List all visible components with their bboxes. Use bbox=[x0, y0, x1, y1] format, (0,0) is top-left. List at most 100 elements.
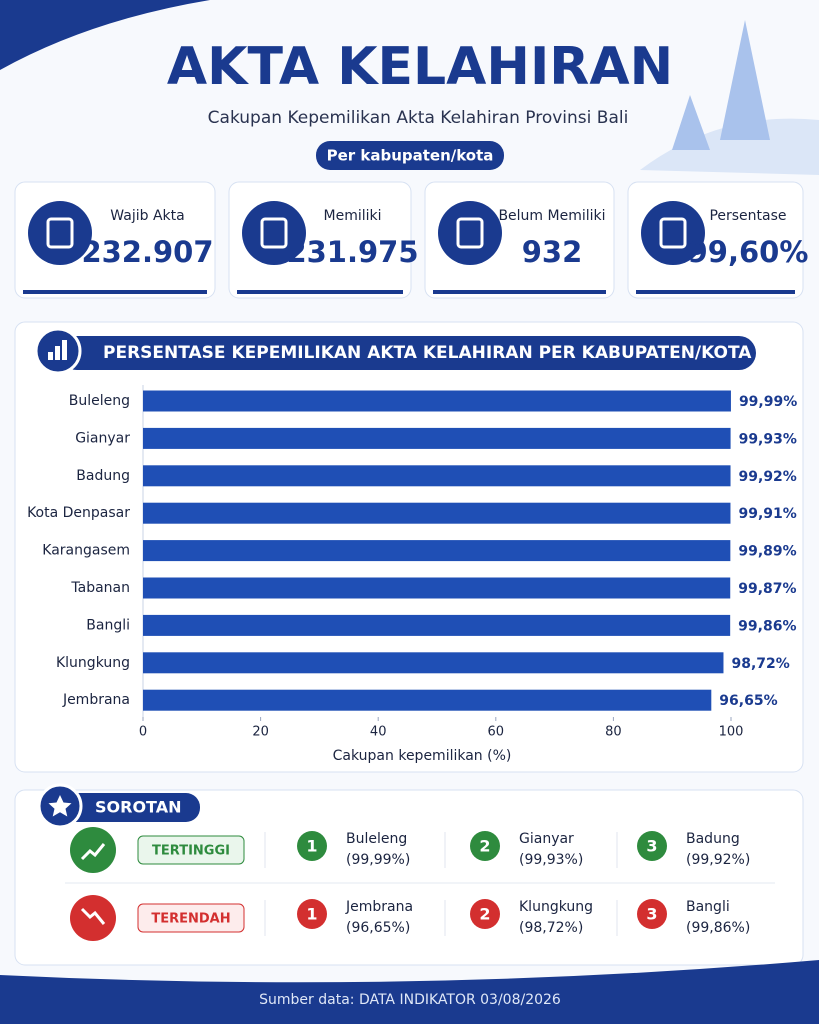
stat-icon bbox=[456, 217, 484, 249]
star-icon bbox=[48, 795, 72, 817]
category-label: Tabanan bbox=[70, 580, 130, 596]
rank: 3 bbox=[646, 837, 657, 856]
row-pill bbox=[137, 903, 245, 933]
rank-badge bbox=[470, 899, 500, 929]
subtitle: Cakupan Kepemilikan Akta Kelahiran Provi… bbox=[208, 108, 629, 128]
stat-label: Memiliki bbox=[324, 208, 382, 224]
footer-source: Sumber data: DATA INDIKATOR 03/08/2026 bbox=[259, 992, 561, 1008]
bar bbox=[143, 577, 731, 599]
item-name: Bangli bbox=[686, 899, 730, 915]
stat-icon bbox=[28, 201, 92, 265]
value-label: 99,92% bbox=[739, 469, 797, 485]
chart-title: PERSENTASE KEPEMILIKAN AKTA KELAHIRAN PE… bbox=[103, 343, 752, 363]
rank: 1 bbox=[306, 905, 317, 924]
rank: 3 bbox=[646, 905, 657, 924]
chart-header bbox=[60, 336, 756, 370]
item-name: Buleleng bbox=[346, 831, 407, 847]
value-label: 99,86% bbox=[738, 618, 796, 634]
rank: 1 bbox=[306, 837, 317, 856]
tag: Per kabupaten/kota bbox=[327, 147, 494, 165]
highlights-title: SOROTAN bbox=[95, 798, 182, 817]
category-label: Bangli bbox=[86, 617, 130, 633]
chart-icon bbox=[48, 340, 67, 360]
stat-value: 231.975 bbox=[286, 235, 418, 269]
row-label: TERENDAH bbox=[151, 912, 230, 927]
item-name: Jembrana bbox=[345, 899, 413, 915]
category-label: Jembrana bbox=[62, 692, 130, 708]
item-value: (96,65%) bbox=[346, 920, 410, 936]
bar bbox=[143, 614, 731, 636]
row-icon bbox=[80, 907, 106, 925]
item-name: Gianyar bbox=[519, 831, 574, 847]
stat-label: Wajib Akta bbox=[110, 208, 184, 224]
x-tick-label: 60 bbox=[488, 725, 505, 740]
stat-value: 99,60% bbox=[688, 235, 809, 269]
bar-chart: 0 20 40 60 80 100 Buleleng 99,99% Gianyar 99,93% B… bbox=[27, 385, 797, 740]
row-icon bbox=[80, 843, 106, 861]
item-value: (99,99%) bbox=[346, 852, 410, 868]
stat-icon bbox=[641, 201, 705, 265]
category-label: Badung bbox=[76, 468, 130, 484]
rank-badge bbox=[637, 899, 667, 929]
row-label: TERTINGGI bbox=[152, 844, 230, 859]
stat-label: Belum Memiliki bbox=[498, 208, 605, 224]
rank-badge bbox=[637, 831, 667, 861]
value-label: 99,87% bbox=[738, 581, 796, 597]
stat-value: 932 bbox=[522, 235, 583, 269]
rank-badge bbox=[297, 899, 327, 929]
stat-icon bbox=[438, 201, 502, 265]
title: AKTA KELAHIRAN bbox=[167, 37, 673, 97]
item-name: Klungkung bbox=[519, 899, 593, 915]
rank: 2 bbox=[479, 905, 490, 924]
temple-decoration bbox=[640, 118, 819, 175]
rank-badge bbox=[297, 831, 327, 861]
row-pill bbox=[137, 835, 245, 865]
bar bbox=[143, 689, 712, 711]
stat-icon bbox=[242, 201, 306, 265]
value-label: 99,93% bbox=[739, 431, 797, 447]
value-label: 98,72% bbox=[731, 656, 789, 672]
row-icon bbox=[70, 827, 116, 873]
highlights: TERTINGGI 1 Buleleng (99,99%) 2 Gianyar (99,93… bbox=[70, 827, 750, 941]
bar bbox=[143, 540, 731, 562]
value-label: 99,91% bbox=[738, 506, 796, 522]
value-label: 99,89% bbox=[738, 544, 796, 560]
x-axis-label: Cakupan kepemilikan (%) bbox=[333, 748, 512, 764]
row-icon bbox=[70, 895, 116, 941]
stat-label: Persentase bbox=[709, 208, 786, 224]
stat-icon bbox=[659, 217, 687, 249]
category-label: Karangasem bbox=[42, 543, 130, 559]
value-label: 96,65% bbox=[719, 693, 777, 709]
x-tick-label: 20 bbox=[252, 725, 269, 740]
bar bbox=[143, 652, 724, 674]
item-value: (99,86%) bbox=[686, 920, 750, 936]
value-label: 99,99% bbox=[739, 394, 797, 410]
highlights-header bbox=[48, 793, 200, 822]
rank-badge bbox=[470, 831, 500, 861]
stat-value: 232.907 bbox=[81, 235, 213, 269]
item-value: (99,92%) bbox=[686, 852, 750, 868]
x-tick-label: 0 bbox=[139, 725, 147, 740]
x-tick-label: 80 bbox=[605, 725, 622, 740]
rank: 2 bbox=[479, 837, 490, 856]
category-label: Kota Denpasar bbox=[27, 505, 130, 521]
tag-pill bbox=[316, 141, 504, 170]
x-tick-label: 100 bbox=[719, 725, 744, 740]
bar bbox=[143, 465, 731, 487]
footer-band bbox=[0, 960, 819, 1024]
bar bbox=[143, 390, 731, 412]
corner-decoration bbox=[0, 0, 210, 70]
category-label: Klungkung bbox=[56, 655, 130, 671]
stat-icon bbox=[260, 217, 288, 249]
category-label: Gianyar bbox=[75, 430, 130, 446]
item-name: Badung bbox=[686, 831, 740, 847]
category-label: Buleleng bbox=[69, 393, 130, 409]
bar bbox=[143, 502, 731, 524]
bar bbox=[143, 427, 731, 449]
temple-decoration bbox=[672, 20, 770, 150]
item-value: (99,93%) bbox=[519, 852, 583, 868]
cards: Wajib Akta 232.907 Memiliki 231.975 Belum Me… bbox=[14, 181, 809, 299]
item-value: (98,72%) bbox=[519, 920, 583, 936]
stat-icon bbox=[46, 217, 74, 249]
